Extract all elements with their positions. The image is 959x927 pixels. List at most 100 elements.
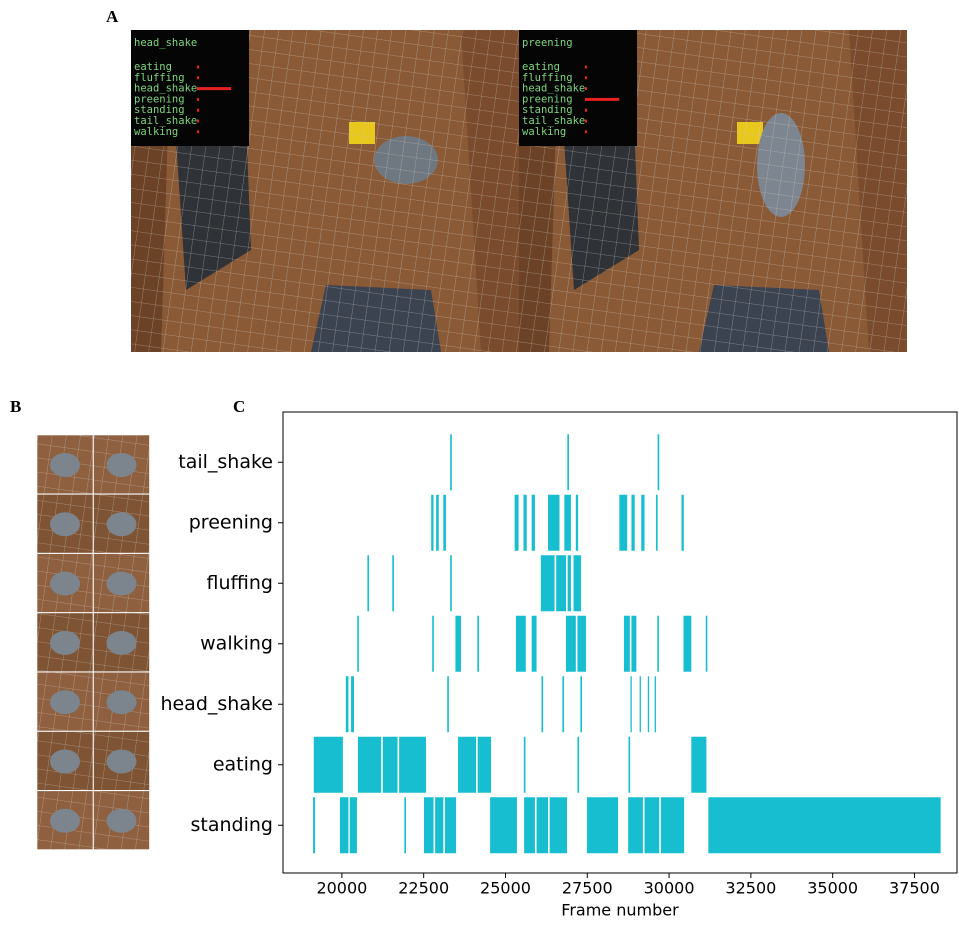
interval-bar xyxy=(631,495,634,551)
interval-bar xyxy=(574,555,582,611)
interval-bar xyxy=(577,737,579,793)
interval-bar xyxy=(431,495,433,551)
overlay-score xyxy=(197,109,199,112)
interval-bar xyxy=(548,495,559,551)
overlay-score xyxy=(197,130,199,133)
panel-label: C xyxy=(233,397,245,416)
interval-bar xyxy=(383,737,398,793)
overlay-score xyxy=(197,87,231,90)
interval-bar xyxy=(436,495,439,551)
interval-bar xyxy=(523,495,526,551)
interval-bar xyxy=(706,616,708,672)
figure: A B C head_shakeeatingfluffinghead_shake… xyxy=(0,0,959,923)
x-tick-label: 35000 xyxy=(807,879,858,898)
interval-bar xyxy=(567,434,569,490)
thumbnail-pigeon xyxy=(50,690,80,714)
x-tick-label: 30000 xyxy=(644,879,695,898)
thumbnail-pigeon xyxy=(107,631,137,655)
overlay-score xyxy=(585,130,587,133)
interval-bar xyxy=(541,555,555,611)
interval-bar xyxy=(358,737,381,793)
interval-bar xyxy=(392,555,394,611)
y-tick-label: standing xyxy=(191,814,273,836)
overlay-title: head_shake xyxy=(134,37,197,49)
interval-bar xyxy=(640,676,641,732)
interval-bar xyxy=(443,495,446,551)
overlay-title: preening xyxy=(522,37,573,49)
interval-bar xyxy=(641,495,644,551)
interval-bar xyxy=(435,797,443,853)
x-tick-label: 32500 xyxy=(725,879,776,898)
panel-label: B xyxy=(10,397,21,416)
interval-bar xyxy=(447,676,449,732)
interval-bar xyxy=(537,797,548,853)
thumbnail-pigeon xyxy=(107,750,137,774)
y-tick-label: preening xyxy=(189,511,273,533)
thumbnail-pigeon xyxy=(50,453,80,477)
interval-bar xyxy=(631,616,636,672)
interval-bar xyxy=(524,797,535,853)
thumbnail-pigeon xyxy=(50,809,80,833)
interval-bar xyxy=(314,737,343,793)
x-tick-label: 20000 xyxy=(316,879,367,898)
x-tick-label: 22500 xyxy=(398,879,449,898)
interval-bar xyxy=(313,797,315,853)
interval-bar xyxy=(367,555,369,611)
interval-bar xyxy=(648,676,649,732)
interval-bar xyxy=(541,676,543,732)
interval-bar xyxy=(399,737,426,793)
interval-bar xyxy=(340,797,349,853)
interval-bar xyxy=(350,797,357,853)
overlay-score xyxy=(197,120,199,123)
page: {"panel_labels": ["A", "B", "C"], "panel… xyxy=(0,0,959,923)
interval-bar xyxy=(629,737,631,793)
interval-bar xyxy=(490,797,517,853)
interval-bar xyxy=(645,797,660,853)
chart: standingeatinghead_shakewalkingfluffingp… xyxy=(160,412,957,920)
interval-bar xyxy=(564,495,571,551)
interval-bar xyxy=(458,737,476,793)
interval-bar xyxy=(404,797,406,853)
interval-bar xyxy=(477,616,479,672)
thumbnail-pigeon xyxy=(107,572,137,596)
overlay-score xyxy=(585,98,619,101)
interval-bar xyxy=(658,434,660,490)
thumbnail-pigeon xyxy=(107,809,137,833)
x-axis-label: Frame number xyxy=(561,901,679,920)
interval-bar xyxy=(424,797,433,853)
interval-bar xyxy=(351,676,354,732)
interval-bar xyxy=(450,555,452,611)
interval-bar xyxy=(682,495,684,551)
y-tick-label: fluffing xyxy=(207,572,273,594)
overlay-score xyxy=(585,66,587,69)
overlay-score xyxy=(585,120,587,123)
interval-bar xyxy=(619,495,627,551)
thumbnail-pigeon xyxy=(50,631,80,655)
interval-bar xyxy=(656,495,658,551)
interval-bar xyxy=(657,616,659,672)
thumbnail-pigeon xyxy=(50,750,80,774)
thumbnail-pigeon xyxy=(50,512,80,536)
interval-bar xyxy=(357,616,359,672)
interval-bar xyxy=(576,495,578,551)
interval-bar xyxy=(577,616,586,672)
interval-bar xyxy=(655,676,656,732)
interval-bar xyxy=(708,797,940,853)
interval-bar xyxy=(516,616,526,672)
y-tick-label: tail_shake xyxy=(178,451,273,473)
thumbnail-grid xyxy=(37,435,150,850)
interval-bar xyxy=(478,737,491,793)
interval-bar xyxy=(566,616,576,672)
x-tick-label: 25000 xyxy=(480,879,531,898)
overlay-score xyxy=(585,109,587,112)
interval-bar xyxy=(562,676,564,732)
overlay-score xyxy=(197,98,199,101)
interval-bar xyxy=(661,797,684,853)
interval-bar xyxy=(630,676,631,732)
thumbnail-pigeon xyxy=(107,453,137,477)
interval-bar xyxy=(532,616,537,672)
overlay-score xyxy=(585,87,587,90)
interval-bar xyxy=(587,797,618,853)
overlay-behavior: walking xyxy=(134,126,178,138)
interval-bar xyxy=(580,676,582,732)
